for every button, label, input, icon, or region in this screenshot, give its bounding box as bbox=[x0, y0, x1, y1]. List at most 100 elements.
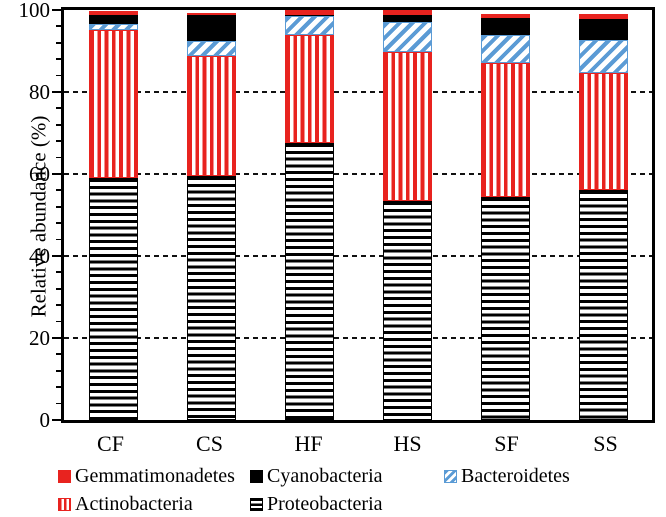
segment-SF-cyanobacteria bbox=[480, 18, 530, 36]
x-category-label-HF: HF bbox=[294, 431, 323, 456]
minor-tick-44 bbox=[56, 238, 61, 241]
minor-tick-88 bbox=[56, 58, 61, 60]
segment-CF-bacteroidetes bbox=[88, 23, 138, 30]
major-tick-100 bbox=[52, 9, 61, 12]
gridline-layer bbox=[64, 10, 652, 420]
major-tick-40 bbox=[52, 255, 61, 258]
minor-tick-96 bbox=[56, 25, 61, 28]
segment-SS-proteobacteria bbox=[578, 190, 628, 420]
gridline-80 bbox=[64, 91, 652, 93]
y-tick-label-60: 60 bbox=[29, 162, 50, 186]
y-tick-label-20: 20 bbox=[29, 326, 50, 350]
legend-swatch-red-vstripes-icon bbox=[58, 497, 71, 511]
legend-item-cyanobacteria: Cyanobacteria bbox=[250, 465, 444, 487]
segment-CS-gemmatimonadetes bbox=[186, 12, 236, 16]
segment-HS-bacteroidetes bbox=[382, 21, 432, 53]
x-axis-category-labels: CF CS HF HS SF SS bbox=[61, 431, 655, 457]
bars-layer bbox=[64, 10, 652, 420]
segment-CS-proteobacteria bbox=[186, 176, 236, 420]
minor-tick-48 bbox=[56, 222, 61, 224]
x-category-label-SS: SS bbox=[593, 431, 618, 456]
major-tick-20 bbox=[52, 337, 61, 340]
minor-tick-72 bbox=[56, 123, 61, 126]
minor-tick-64 bbox=[56, 156, 61, 159]
minor-tick-68 bbox=[56, 140, 61, 142]
y-tick-label-40: 40 bbox=[29, 244, 50, 268]
segment-HF-cyanobacteria bbox=[284, 14, 334, 17]
segment-HS-proteobacteria bbox=[382, 201, 432, 420]
minor-tick-92 bbox=[56, 41, 61, 44]
legend-label: Proteobacteria bbox=[267, 493, 383, 515]
y-tick-label-80: 80 bbox=[29, 80, 50, 104]
bar-SF bbox=[480, 10, 530, 420]
legend-label: Actinobacteria bbox=[75, 493, 193, 515]
segment-SS-bacteroidetes bbox=[578, 40, 628, 73]
major-tick-0 bbox=[52, 419, 61, 422]
legend-swatch-blue-diagonal-icon bbox=[444, 469, 457, 483]
segment-CF-cyanobacteria bbox=[88, 14, 138, 24]
segment-SF-proteobacteria bbox=[480, 196, 530, 420]
minor-tick-4 bbox=[56, 402, 61, 405]
legend-swatch-black-solid-icon bbox=[250, 469, 263, 483]
segment-CS-cyanobacteria bbox=[186, 15, 236, 41]
legend-item-proteobacteria: Proteobacteria bbox=[250, 493, 383, 515]
plot-area bbox=[61, 7, 655, 423]
minor-tick-16 bbox=[56, 353, 61, 356]
segment-SF-gemmatimonadetes bbox=[480, 13, 530, 19]
legend-swatch-black-hstripes-icon bbox=[250, 497, 263, 511]
segment-SF-bacteroidetes bbox=[480, 35, 530, 63]
segment-CF-gemmatimonadetes bbox=[88, 10, 138, 15]
gridline-40 bbox=[64, 255, 652, 257]
segment-SS-cyanobacteria bbox=[578, 19, 628, 41]
minor-tick-56 bbox=[56, 189, 61, 192]
minor-tick-84 bbox=[56, 74, 61, 77]
legend-item-actinobacteria: Actinobacteria bbox=[58, 493, 250, 515]
segment-CF-actinobacteria bbox=[88, 29, 138, 179]
y-axis-title: Relative abundance (%) bbox=[26, 115, 51, 318]
minor-tick-24 bbox=[56, 320, 61, 323]
minor-tick-12 bbox=[56, 369, 61, 372]
x-category-label-HS: HS bbox=[393, 431, 422, 456]
segment-HS-cyanobacteria bbox=[382, 15, 432, 22]
bar-SS bbox=[578, 10, 628, 420]
legend-label: Gemmatimonadetes bbox=[75, 465, 235, 487]
bar-CS bbox=[186, 10, 236, 420]
x-category-label-CS: CS bbox=[196, 431, 223, 456]
segment-HF-actinobacteria bbox=[284, 35, 334, 144]
segment-CF-proteobacteria bbox=[88, 178, 138, 420]
segment-HS-gemmatimonadetes bbox=[382, 10, 432, 16]
gridline-20 bbox=[64, 337, 652, 339]
legend-row: Gemmatimonadetes Cyanobacteria Bacteroidet… bbox=[58, 464, 570, 488]
y-tick-label-100: 100 bbox=[18, 0, 51, 22]
major-tick-80 bbox=[52, 91, 61, 94]
segment-SF-actinobacteria bbox=[480, 62, 530, 197]
x-category-label-CF: CF bbox=[97, 431, 124, 456]
legend-row: Actinobacteria Proteobacteria bbox=[58, 492, 383, 516]
legend-label: Bacteroidetes bbox=[461, 465, 570, 487]
segment-SS-gemmatimonadetes bbox=[578, 14, 628, 20]
minor-tick-76 bbox=[56, 107, 61, 110]
minor-tick-8 bbox=[56, 386, 61, 388]
segment-SS-actinobacteria bbox=[578, 72, 628, 191]
minor-tick-36 bbox=[56, 271, 61, 274]
gridline-60 bbox=[64, 173, 652, 175]
x-category-label-SF: SF bbox=[494, 431, 519, 456]
segment-HF-proteobacteria bbox=[284, 143, 334, 420]
major-tick-60 bbox=[52, 173, 61, 176]
segment-HF-gemmatimonadetes bbox=[284, 10, 334, 15]
minor-tick-52 bbox=[56, 205, 61, 208]
minor-tick-28 bbox=[56, 304, 61, 306]
bar-HF bbox=[284, 10, 334, 420]
legend-item-bacteroidetes: Bacteroidetes bbox=[444, 465, 570, 487]
legend-swatch-red-solid-icon bbox=[58, 469, 71, 483]
y-tick-label-0: 0 bbox=[39, 408, 51, 432]
legend-item-gemmatimonadetes: Gemmatimonadetes bbox=[58, 465, 250, 487]
segment-CS-actinobacteria bbox=[186, 55, 236, 177]
bar-HS bbox=[382, 10, 432, 420]
segment-HF-bacteroidetes bbox=[284, 16, 334, 36]
minor-tick-32 bbox=[56, 287, 61, 290]
segment-CS-bacteroidetes bbox=[186, 40, 236, 56]
bar-CF bbox=[88, 10, 138, 420]
segment-HS-actinobacteria bbox=[382, 52, 432, 202]
